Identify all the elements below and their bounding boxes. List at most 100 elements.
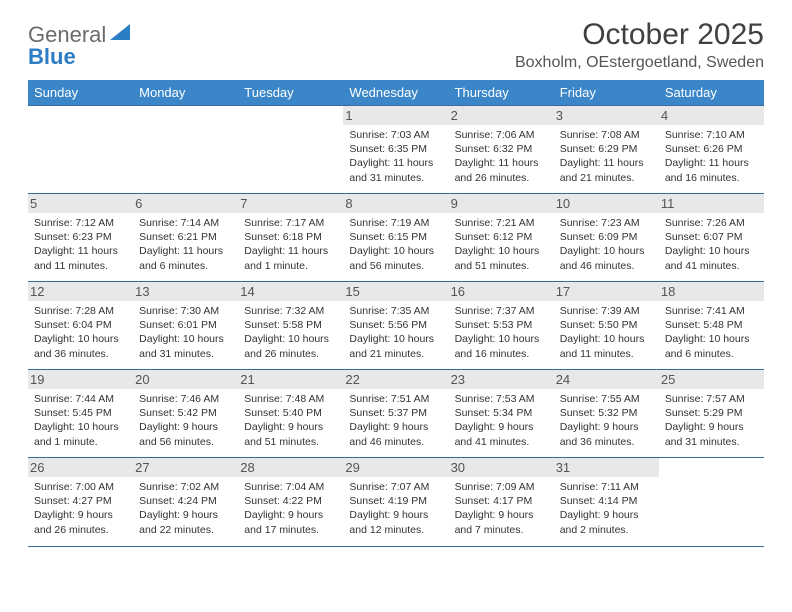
day-cell: 26 Sunrise: 7:00 AMSunset: 4:27 PMDayligh… [28, 458, 133, 546]
weekday-header: Tuesday [238, 80, 343, 106]
day-cell [659, 458, 764, 546]
day-number: 21 [238, 370, 343, 389]
day-cell [238, 106, 343, 194]
day-number: 3 [554, 106, 659, 125]
day-number: 27 [133, 458, 238, 477]
day-info: Sunrise: 7:44 AMSunset: 5:45 PMDaylight:… [34, 392, 127, 449]
day-number: 6 [133, 194, 238, 213]
weekday-header: Wednesday [343, 80, 448, 106]
day-info: Sunrise: 7:12 AMSunset: 6:23 PMDaylight:… [34, 216, 127, 273]
day-info: Sunrise: 7:10 AMSunset: 6:26 PMDaylight:… [665, 128, 758, 185]
day-cell: 29 Sunrise: 7:07 AMSunset: 4:19 PMDayligh… [343, 458, 448, 546]
day-cell: 18Sunrise: 7:41 AMSunset: 5:48 PMDayligh… [659, 282, 764, 370]
weekday-header: Thursday [449, 80, 554, 106]
day-number: 8 [343, 194, 448, 213]
day-info: Sunrise: 7:03 AMSunset: 6:35 PMDaylight:… [349, 128, 442, 185]
day-info: Sunrise: 7:53 AMSunset: 5:34 PMDaylight:… [455, 392, 548, 449]
day-number: 14 [238, 282, 343, 301]
day-number: 11 [659, 194, 764, 213]
day-number: 7 [238, 194, 343, 213]
day-number: 16 [449, 282, 554, 301]
day-info: Sunrise: 7:37 AMSunset: 5:53 PMDaylight:… [455, 304, 548, 361]
day-info: Sunrise: 7:23 AMSunset: 6:09 PMDaylight:… [560, 216, 653, 273]
day-info: Sunrise: 7:57 AMSunset: 5:29 PMDaylight:… [665, 392, 758, 449]
week-row: 1 Sunrise: 7:03 AMSunset: 6:35 PMDaylight… [28, 106, 764, 194]
day-info: Sunrise: 7:48 AMSunset: 5:40 PMDaylight:… [244, 392, 337, 449]
weekday-header: Monday [133, 80, 238, 106]
day-cell: 11 Sunrise: 7:26 AMSunset: 6:07 PMDayligh… [659, 194, 764, 282]
day-number: 9 [449, 194, 554, 213]
day-number: 1 [343, 106, 448, 125]
day-info: Sunrise: 7:19 AMSunset: 6:15 PMDaylight:… [349, 216, 442, 273]
day-cell: 22 Sunrise: 7:51 AMSunset: 5:37 PMDayligh… [343, 370, 448, 458]
week-row: 12Sunrise: 7:28 AMSunset: 6:04 PMDayligh… [28, 282, 764, 370]
day-cell: 14 Sunrise: 7:32 AMSunset: 5:58 PMDayligh… [238, 282, 343, 370]
day-number: 10 [554, 194, 659, 213]
day-number: 2 [449, 106, 554, 125]
week-row: 26 Sunrise: 7:00 AMSunset: 4:27 PMDayligh… [28, 458, 764, 546]
day-cell: 16 Sunrise: 7:37 AMSunset: 5:53 PMDayligh… [449, 282, 554, 370]
day-cell [28, 106, 133, 194]
day-info: Sunrise: 7:11 AMSunset: 4:14 PMDaylight:… [560, 480, 653, 537]
day-cell [133, 106, 238, 194]
day-cell: 21 Sunrise: 7:48 AMSunset: 5:40 PMDayligh… [238, 370, 343, 458]
day-info: Sunrise: 7:26 AMSunset: 6:07 PMDaylight:… [665, 216, 758, 273]
day-info: Sunrise: 7:09 AMSunset: 4:17 PMDaylight:… [455, 480, 548, 537]
day-info: Sunrise: 7:30 AMSunset: 6:01 PMDaylight:… [139, 304, 232, 361]
day-cell: 24Sunrise: 7:55 AMSunset: 5:32 PMDayligh… [554, 370, 659, 458]
bottom-rule [28, 546, 764, 547]
day-number: 23 [449, 370, 554, 389]
day-cell: 15 Sunrise: 7:35 AMSunset: 5:56 PMDayligh… [343, 282, 448, 370]
day-info: Sunrise: 7:39 AMSunset: 5:50 PMDaylight:… [560, 304, 653, 361]
weekday-header: Saturday [659, 80, 764, 106]
day-cell: 2Sunrise: 7:06 AMSunset: 6:32 PMDaylight… [449, 106, 554, 194]
day-number: 31 [554, 458, 659, 477]
day-number: 17 [554, 282, 659, 301]
calendar-table: Sunday Monday Tuesday Wednesday Thursday… [28, 80, 764, 546]
day-cell: 9Sunrise: 7:21 AMSunset: 6:12 PMDaylight… [449, 194, 554, 282]
logo-triangle-icon [110, 24, 130, 47]
day-cell: 28Sunrise: 7:04 AMSunset: 4:22 PMDayligh… [238, 458, 343, 546]
day-info: Sunrise: 7:46 AMSunset: 5:42 PMDaylight:… [139, 392, 232, 449]
day-cell: 17 Sunrise: 7:39 AMSunset: 5:50 PMDayligh… [554, 282, 659, 370]
day-cell: 1 Sunrise: 7:03 AMSunset: 6:35 PMDaylight… [343, 106, 448, 194]
day-info: Sunrise: 7:28 AMSunset: 6:04 PMDaylight:… [34, 304, 127, 361]
logo: General Blue [28, 18, 130, 68]
day-info: Sunrise: 7:07 AMSunset: 4:19 PMDaylight:… [349, 480, 442, 537]
day-cell: 27Sunrise: 7:02 AMSunset: 4:24 PMDayligh… [133, 458, 238, 546]
day-cell: 25 Sunrise: 7:57 AMSunset: 5:29 PMDayligh… [659, 370, 764, 458]
day-cell: 4Sunrise: 7:10 AMSunset: 6:26 PMDaylight… [659, 106, 764, 194]
day-cell: 8 Sunrise: 7:19 AMSunset: 6:15 PMDaylight… [343, 194, 448, 282]
logo-line2: Blue [28, 46, 106, 68]
weekday-header-row: Sunday Monday Tuesday Wednesday Thursday… [28, 80, 764, 106]
week-row: 19Sunrise: 7:44 AMSunset: 5:45 PMDayligh… [28, 370, 764, 458]
day-cell: 31 Sunrise: 7:11 AMSunset: 4:14 PMDayligh… [554, 458, 659, 546]
day-info: Sunrise: 7:35 AMSunset: 5:56 PMDaylight:… [349, 304, 442, 361]
day-cell: 19Sunrise: 7:44 AMSunset: 5:45 PMDayligh… [28, 370, 133, 458]
day-number: 18 [659, 282, 764, 301]
weekday-header: Friday [554, 80, 659, 106]
day-info: Sunrise: 7:32 AMSunset: 5:58 PMDaylight:… [244, 304, 337, 361]
week-row: 5Sunrise: 7:12 AMSunset: 6:23 PMDaylight… [28, 194, 764, 282]
day-number: 25 [659, 370, 764, 389]
weekday-header: Sunday [28, 80, 133, 106]
header: General Blue October 2025 Boxholm, OEste… [28, 18, 764, 72]
day-number: 30 [449, 458, 554, 477]
day-number: 20 [133, 370, 238, 389]
location: Boxholm, OEstergoetland, Sweden [515, 54, 764, 72]
day-cell: 7 Sunrise: 7:17 AMSunset: 6:18 PMDaylight… [238, 194, 343, 282]
day-info: Sunrise: 7:14 AMSunset: 6:21 PMDaylight:… [139, 216, 232, 273]
day-number: 29 [343, 458, 448, 477]
day-number: 22 [343, 370, 448, 389]
day-number: 24 [554, 370, 659, 389]
day-info: Sunrise: 7:00 AMSunset: 4:27 PMDaylight:… [34, 480, 127, 537]
logo-line1: General [28, 24, 106, 46]
day-number: 26 [28, 458, 133, 477]
day-cell: 12Sunrise: 7:28 AMSunset: 6:04 PMDayligh… [28, 282, 133, 370]
month-title: October 2025 [515, 18, 764, 52]
day-cell: 13 Sunrise: 7:30 AMSunset: 6:01 PMDayligh… [133, 282, 238, 370]
day-info: Sunrise: 7:51 AMSunset: 5:37 PMDaylight:… [349, 392, 442, 449]
day-info: Sunrise: 7:17 AMSunset: 6:18 PMDaylight:… [244, 216, 337, 273]
day-number: 13 [133, 282, 238, 301]
day-number: 15 [343, 282, 448, 301]
